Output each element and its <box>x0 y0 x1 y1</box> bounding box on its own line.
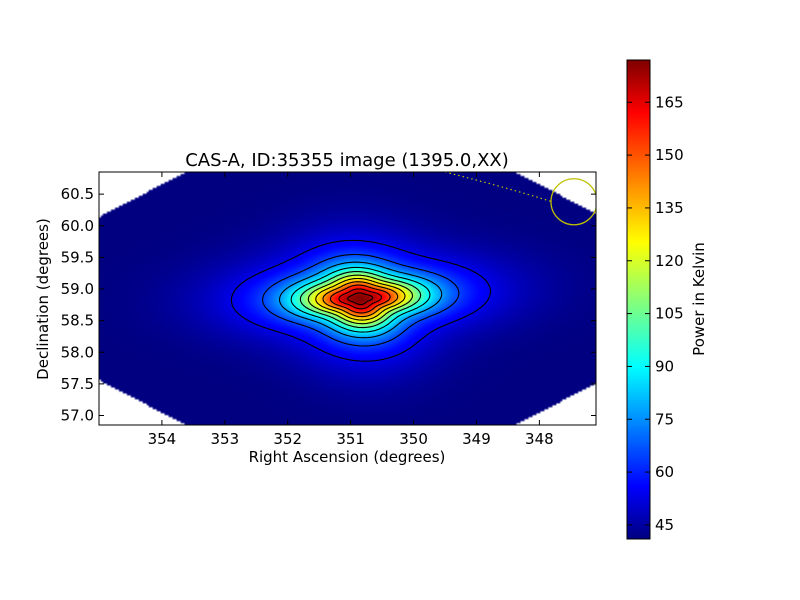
x-axis-label: Right Ascension (degrees) <box>249 448 446 466</box>
x-tick-label: 349 <box>462 430 491 448</box>
contour-line <box>299 271 422 329</box>
plot-frame <box>98 171 597 426</box>
y-tick-label: 58.0 <box>61 343 94 361</box>
contour-line <box>278 261 443 339</box>
y-tick-label: 59.5 <box>61 248 94 266</box>
x-tick-label: 354 <box>148 430 177 448</box>
colorbar-tick-label: 45 <box>655 516 674 534</box>
contour-line <box>307 274 414 325</box>
contour-line <box>315 277 406 321</box>
colorbar-tick-label: 165 <box>655 93 684 111</box>
x-tick-label: 352 <box>273 430 302 448</box>
y-tick-label: 59.0 <box>61 280 94 298</box>
x-tick-label: 351 <box>336 430 365 448</box>
contour-line <box>230 239 492 362</box>
colorbar-tick-label: 105 <box>655 305 684 323</box>
y-tick-label: 58.5 <box>61 312 94 330</box>
colorbar-gradient <box>626 59 651 540</box>
y-tick-label: 60.5 <box>61 185 94 203</box>
y-tick-label: 57.5 <box>61 375 94 393</box>
colorbar-label: Power in Kelvin <box>690 242 708 356</box>
contour-line <box>338 288 382 310</box>
colorbar-tick-label: 60 <box>655 463 674 481</box>
contour-line <box>329 284 391 314</box>
contour-line <box>290 266 431 333</box>
colorbar: 45 60 75 90 105 120 135 150 165 Power in Kelvin <box>626 59 708 540</box>
y-tick-label: 60.0 <box>61 217 94 235</box>
beam-circle <box>550 178 596 226</box>
colorbar-tick-label: 150 <box>655 146 684 164</box>
y-axis-ticks: 57.0 57.5 58.0 58.5 59.0 59.5 60.0 60.5 <box>61 185 596 425</box>
colorbar-tick-label: 135 <box>655 199 684 217</box>
chart-title: CAS-A, ID:35355 image (1395.0,XX) <box>185 150 509 171</box>
y-axis-label: Declination (degrees) <box>34 218 52 380</box>
plot-area: 354 353 352 351 350 349 348 57.0 57.5 58.0 58.5 59… <box>61 171 597 448</box>
x-tick-label: 353 <box>211 430 240 448</box>
beam-marker <box>444 172 596 226</box>
x-tick-label: 348 <box>525 430 554 448</box>
contour-line <box>347 292 374 306</box>
contour-lines <box>230 239 492 362</box>
colorbar-ticks: 45 60 75 90 105 120 135 150 165 <box>627 93 684 534</box>
y-tick-label: 57.0 <box>61 407 94 425</box>
x-axis-ticks: 354 353 352 351 350 349 348 <box>148 172 554 448</box>
contour-line <box>322 281 399 318</box>
contour-line <box>262 253 460 347</box>
colorbar-tick-label: 90 <box>655 357 674 375</box>
colorbar-tick-label: 120 <box>655 252 684 270</box>
colorbar-tick-label: 75 <box>655 410 674 428</box>
x-tick-label: 350 <box>399 430 428 448</box>
